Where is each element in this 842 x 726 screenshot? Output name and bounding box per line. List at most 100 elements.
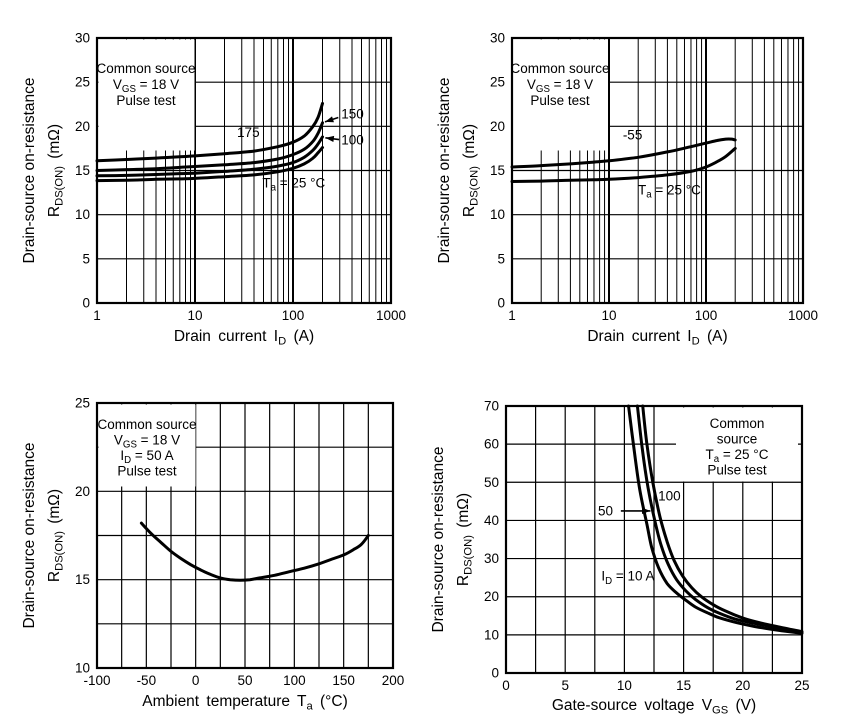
plot-border xyxy=(95,36,393,305)
curve-label: 100 xyxy=(658,489,681,504)
curve-label: Ta = 25 °C xyxy=(638,182,701,200)
curves xyxy=(510,137,737,184)
conditions-box xyxy=(98,39,195,151)
y-tick-label: 20 xyxy=(75,119,90,134)
y-tick-label: 0 xyxy=(491,666,499,681)
condition-text: VGS = 18 V xyxy=(527,77,593,95)
y-tick-label: 60 xyxy=(484,437,499,452)
condition-text: Pulse test xyxy=(530,93,590,108)
y-tick-label: 15 xyxy=(75,163,90,178)
condition-text: Pulse test xyxy=(707,463,767,478)
curve-label: 100 xyxy=(341,133,364,148)
x-axis-title: Drain current ID (A) xyxy=(174,328,314,348)
condition-text: VGS = 18 V xyxy=(113,77,179,95)
y-axis-title-line2: RDS(ON) (mΩ) xyxy=(455,493,475,586)
label-arrowhead xyxy=(324,116,334,123)
y-tick-label: 25 xyxy=(75,75,90,90)
x-tick-label: 0 xyxy=(502,678,510,693)
y-axis-title-line2: RDS(ON) (mΩ) xyxy=(46,489,66,582)
y-axis-title-line1: Drain-source on-resistance xyxy=(21,442,38,628)
curve-label: 50 xyxy=(598,503,613,518)
curve-label: 150 xyxy=(341,106,364,121)
y-axis-title-line2: RDS(ON) (mΩ) xyxy=(461,124,481,217)
y-tick-label: 10 xyxy=(75,661,90,676)
x-tick-label: 15 xyxy=(676,678,691,693)
y-tick-label: 5 xyxy=(497,251,505,266)
gridlines xyxy=(512,38,803,303)
y-tick-label: 20 xyxy=(484,589,499,604)
y-tick-label: 10 xyxy=(490,207,505,222)
x-tick-label: 25 xyxy=(794,678,809,693)
y-tick-label: 50 xyxy=(484,475,499,490)
chart-rdson-vs-ambient-temperature: Common source VGS = 18 V ID = 50 A Pulse te… xyxy=(0,363,421,726)
x-tick-label: 1 xyxy=(93,308,101,323)
y-axis-title-line2: RDS(ON) (mΩ) xyxy=(46,124,66,217)
x-tick-label: 1 xyxy=(508,308,516,323)
curve-id-10-a xyxy=(627,404,804,635)
y-tick-label: 5 xyxy=(82,251,90,266)
x-tick-label: -100 xyxy=(83,673,110,688)
x-tick-label: 150 xyxy=(332,673,355,688)
conditions-box xyxy=(676,407,798,482)
x-tick-label: 20 xyxy=(735,678,750,693)
curve-label: ID = 10 A xyxy=(601,569,654,587)
label-arrowhead xyxy=(325,135,335,142)
plot-border xyxy=(510,36,805,305)
x-tick-label: 100 xyxy=(282,308,305,323)
x-tick-label: 0 xyxy=(192,673,200,688)
x-tick-label: 100 xyxy=(283,673,306,688)
y-tick-label: 30 xyxy=(75,31,90,46)
y-tick-label: 40 xyxy=(484,513,499,528)
chart-rdson-vs-drain-current-high-temperature: Common source VGS = 18 V Pulse test 175 150 1… xyxy=(0,0,421,363)
y-tick-label: 30 xyxy=(490,31,505,46)
y-tick-label: 20 xyxy=(490,119,505,134)
condition-text: Common source xyxy=(97,417,196,432)
conditions-box xyxy=(513,39,608,151)
x-tick-label: 10 xyxy=(187,308,202,323)
y-tick-label: 0 xyxy=(82,296,90,311)
y-tick-label: 70 xyxy=(484,399,499,414)
x-tick-label: 200 xyxy=(382,673,405,688)
curve-ta-25-c xyxy=(95,146,324,183)
y-tick-label: 25 xyxy=(490,75,505,90)
x-tick-label: 1000 xyxy=(788,308,818,323)
y-tick-label: 10 xyxy=(75,207,90,222)
curve-id-50-a xyxy=(635,404,804,635)
curves xyxy=(627,404,804,635)
curve-label: -55 xyxy=(623,128,643,143)
y-tick-label: 15 xyxy=(75,572,90,587)
condition-text: Ta = 25 °C xyxy=(706,447,769,465)
x-tick-label: 1000 xyxy=(376,308,406,323)
y-axis-title-line1: Drain-source on-resistance xyxy=(21,77,38,263)
condition-text: Common source xyxy=(510,61,609,76)
y-axis-title-line1: Drain-source on-resistance xyxy=(430,446,447,632)
x-tick-label: 100 xyxy=(695,308,718,323)
curve-label: Ta = 25 °C xyxy=(262,175,325,193)
condition-text: source xyxy=(717,432,758,447)
condition-text: Pulse test xyxy=(117,464,177,479)
chart-rdson-vs-drain-current-low-temperature: Common source VGS = 18 V Pulse test -55 Ta =… xyxy=(421,0,842,363)
curve-ta-25-c xyxy=(510,146,737,184)
chart-rdson-vs-gate-source-voltage: Common source Ta = 25 °C Pulse test 50 100 ID … xyxy=(421,363,842,726)
curve-id-100-a xyxy=(641,404,804,634)
curves xyxy=(139,521,370,582)
x-axis-title: Ambient temperature Ta (°C) xyxy=(142,693,348,713)
plot-border xyxy=(504,404,804,675)
x-tick-label: -50 xyxy=(137,673,157,688)
y-tick-label: 10 xyxy=(484,627,499,642)
curve-id-50-a xyxy=(139,521,370,582)
curve-ta-150-c xyxy=(95,121,324,172)
x-tick-label: 5 xyxy=(561,678,569,693)
x-axis-title: Gate-source voltage VGS (V) xyxy=(552,697,756,717)
y-tick-label: 25 xyxy=(75,396,90,411)
x-tick-label: 10 xyxy=(617,678,632,693)
curve-ta-100-c xyxy=(95,135,324,178)
x-tick-label: 10 xyxy=(601,308,616,323)
condition-text: Common xyxy=(710,416,765,431)
y-tick-label: 0 xyxy=(497,296,505,311)
condition-text: Pulse test xyxy=(116,93,176,108)
